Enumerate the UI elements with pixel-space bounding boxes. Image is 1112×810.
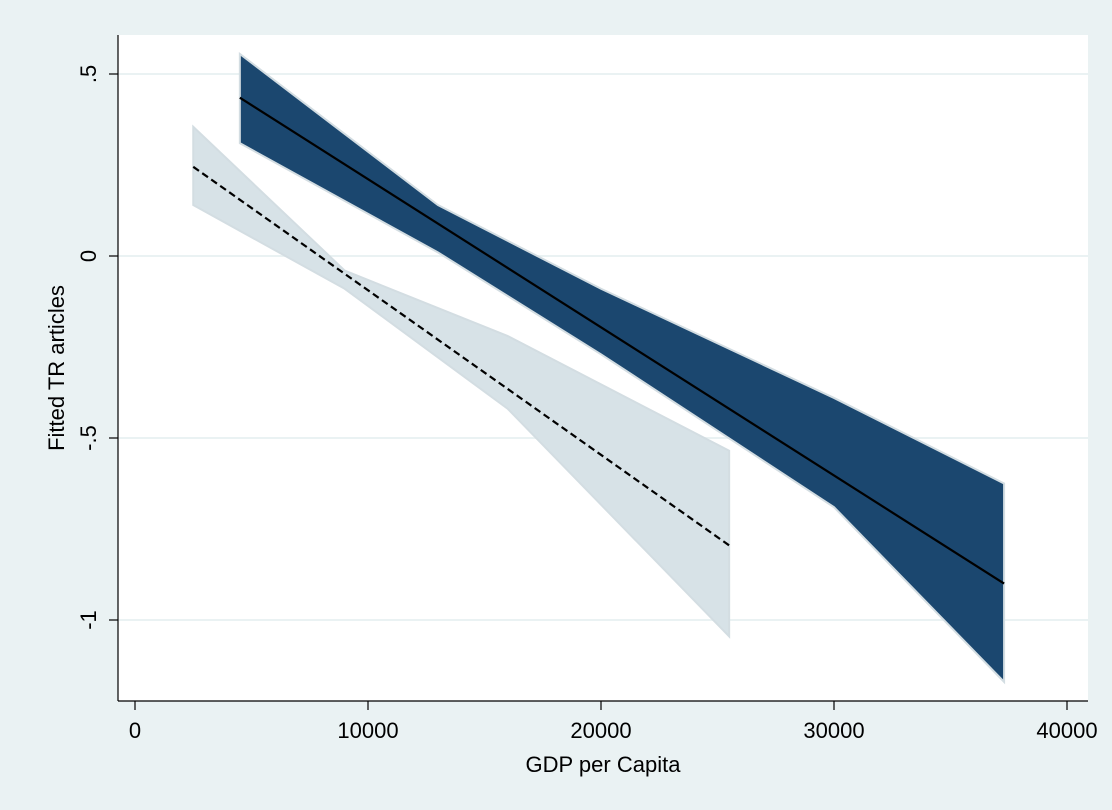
x-tick-label: 30000 (803, 718, 864, 743)
fit-lines (192, 96, 1005, 585)
y-tick-label: -.5 (76, 425, 101, 451)
confidence-band-2 (192, 124, 731, 639)
axis-ticks: 0 10000 20000 30000 40000 .5 0 -.5 -1 (76, 65, 1098, 743)
confidence-band-1 (238, 51, 1006, 685)
x-tick-label: 0 (129, 718, 141, 743)
x-axis-title: GDP per Capita (526, 752, 682, 777)
confidence-bands (192, 51, 1006, 685)
x-tick-label: 10000 (337, 718, 398, 743)
x-tick-label: 40000 (1036, 718, 1097, 743)
y-axis-title: Fitted TR articles (44, 285, 69, 451)
fit-line-1 (239, 96, 1005, 585)
x-tick-label: 20000 (570, 718, 631, 743)
y-tick-label: 0 (76, 250, 101, 262)
y-tick-label: .5 (76, 65, 101, 83)
y-tick-label: -1 (76, 610, 101, 630)
